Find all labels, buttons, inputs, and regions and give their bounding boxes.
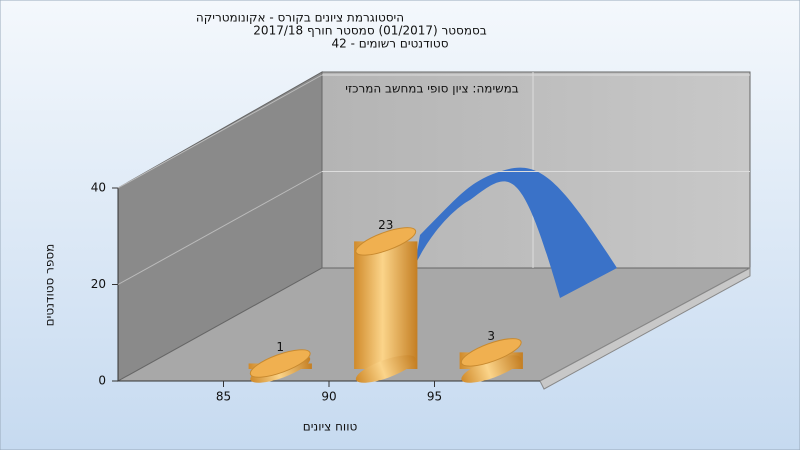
bar-bottom	[355, 355, 416, 383]
chart-subtitle: בסמסטר (01/2017) סמסטר חורף 2017/18	[253, 24, 486, 38]
data-label: 1	[276, 340, 284, 354]
grid-line	[117, 171, 323, 285]
bar-top	[460, 338, 522, 367]
x-tick-label: 85	[216, 390, 231, 404]
bar-bottom	[461, 355, 522, 383]
x-tick-label: 90	[321, 390, 336, 404]
y-tick-label: 0	[98, 374, 106, 388]
x-axis-label: טווח ציונים	[303, 420, 358, 434]
bar-top	[355, 227, 417, 256]
floor-edge	[539, 267, 751, 390]
y-axis-label: מספר סטודנטים	[43, 244, 57, 327]
chart-subtitle: סטודנטים רשומים - 42	[331, 37, 448, 51]
fit-curve	[415, 167, 617, 298]
grid-line	[117, 74, 323, 189]
x-tick-label: 95	[427, 390, 442, 404]
chart-title: היסטוגרמת ציונים בקורס - אקונומטריקה	[196, 11, 404, 25]
data-label: 23	[378, 218, 393, 232]
bar-body	[354, 241, 418, 369]
bar-top	[249, 349, 311, 378]
y-tick-label: 40	[91, 181, 106, 195]
y-tick-label: 20	[91, 277, 106, 291]
annotation: במשימה: ציון סופי במחשב המרכזי	[345, 82, 519, 96]
data-label: 3	[487, 329, 495, 343]
